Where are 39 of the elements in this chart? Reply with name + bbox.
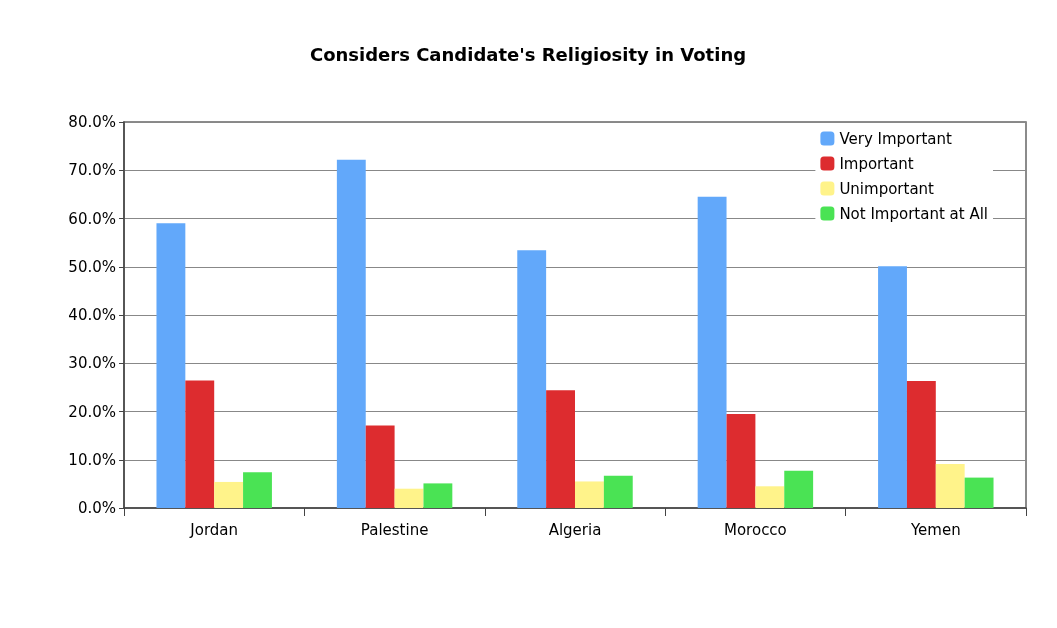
legend-label: Not Important at All bbox=[839, 204, 989, 223]
bar bbox=[878, 266, 907, 508]
y-tick-label: 60.0% bbox=[68, 209, 116, 228]
chart-title: Considers Candidate's Religiosity in Voting bbox=[309, 43, 747, 65]
y-tick-label: 20.0% bbox=[68, 402, 116, 421]
bar bbox=[935, 464, 965, 508]
bar bbox=[423, 483, 453, 508]
bar bbox=[964, 477, 994, 508]
y-tick-label: 70.0% bbox=[68, 161, 116, 180]
bar bbox=[214, 481, 244, 508]
legend-label: Very Important bbox=[839, 129, 952, 148]
y-tick-label: 0.0% bbox=[77, 499, 116, 517]
y-tick-label: 10.0% bbox=[68, 450, 116, 469]
bar bbox=[546, 390, 575, 508]
legend-label: Important bbox=[839, 154, 914, 173]
x-tick-label: Palestine bbox=[360, 520, 429, 539]
x-tick-label: Jordan bbox=[189, 520, 239, 539]
bar bbox=[726, 413, 756, 508]
bar bbox=[365, 425, 395, 508]
bar bbox=[185, 380, 215, 508]
y-tick-label: 40.0% bbox=[68, 306, 116, 324]
bar bbox=[784, 470, 814, 508]
bar bbox=[755, 486, 785, 508]
bar bbox=[517, 250, 547, 508]
bar bbox=[336, 159, 366, 508]
y-tick-label: 80.0% bbox=[68, 113, 116, 131]
y-tick-label: 50.0% bbox=[68, 257, 116, 276]
y-tick-label: 30.0% bbox=[68, 354, 116, 373]
bar bbox=[243, 472, 272, 508]
bar bbox=[603, 475, 633, 508]
bar bbox=[906, 381, 936, 508]
legend-label: Unimportant bbox=[839, 179, 935, 198]
bar bbox=[156, 223, 186, 508]
bar bbox=[575, 481, 604, 508]
x-tick-label: Morocco bbox=[723, 520, 787, 539]
bar bbox=[394, 488, 424, 508]
x-tick-label: Algeria bbox=[548, 520, 602, 539]
bar bbox=[697, 196, 727, 508]
x-tick-label: Yemen bbox=[909, 520, 961, 539]
